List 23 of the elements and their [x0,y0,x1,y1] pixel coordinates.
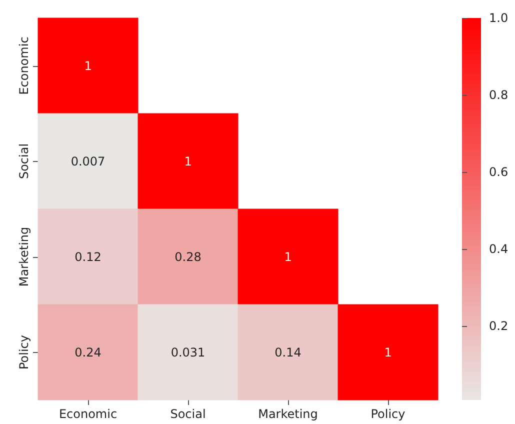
data-label: 1 [84,58,92,73]
data-label: 1 [284,250,292,264]
x-tick-label: Economic [58,407,118,421]
x-tick-label: Social [170,407,206,421]
data-label: 1 [184,154,192,168]
data-label: 0.14 [274,345,302,360]
color-bar-label: 0.4 [489,242,508,256]
color-bar-label: 0.2 [489,318,508,333]
data-label: 0.031 [170,345,206,360]
data-label: 0.12 [74,250,102,264]
x-tick-label: Marketing [258,407,318,421]
color-bar-label: 1.0 [489,11,508,25]
data-label: 0.24 [74,345,102,360]
y-tick-label: Social [17,143,31,180]
data-label: 1 [384,345,392,360]
data-label: 0.007 [70,154,106,168]
y-tick-label: Economic [17,36,31,95]
color-bar-label: 0.6 [489,164,508,179]
color-bar-label: 0.8 [489,88,508,102]
data-label: 0.28 [174,250,202,264]
x-tick-label: Policy [370,407,406,421]
y-tick-label: Marketing [17,226,31,287]
y-tick-label: Policy [17,334,31,370]
